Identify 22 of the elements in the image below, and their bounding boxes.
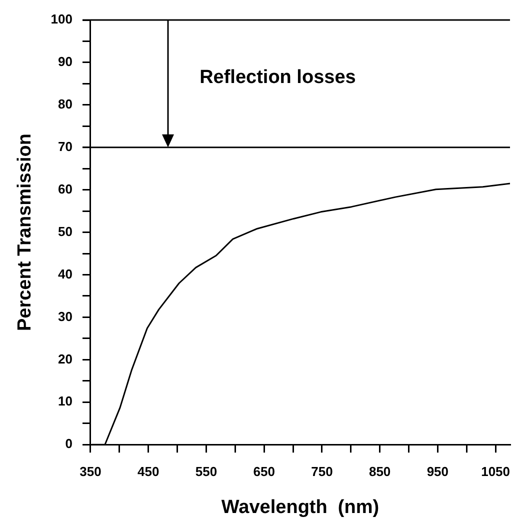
annotation: Reflection losses <box>200 66 356 89</box>
y-tick-label: 60 <box>58 181 72 196</box>
x-tick-label: 350 <box>80 464 102 479</box>
y-tick-label: 90 <box>58 54 72 70</box>
y-axis-title: Percent Transmission <box>14 134 36 332</box>
x-tick-label: 650 <box>253 464 275 479</box>
y-tick-label: 80 <box>58 96 72 112</box>
x-tick-label: 550 <box>195 464 218 479</box>
y-tick-label: 10 <box>58 394 72 409</box>
y-tick-label: 20 <box>58 351 72 366</box>
y-tick-label: 100 <box>50 12 72 27</box>
x-tick-label: 950 <box>426 464 449 479</box>
y-tick-label: 50 <box>58 224 72 239</box>
x-tick-label: 450 <box>138 464 160 479</box>
x-tick-label: 850 <box>368 464 391 479</box>
y-tick-label: 0 <box>65 436 72 452</box>
x-axis-title: Wavelength (nm) <box>221 496 380 518</box>
x-tick-label: 750 <box>311 464 333 479</box>
y-tick-label: 70 <box>58 138 72 154</box>
y-tick-label: 40 <box>58 266 72 282</box>
y-tick-label: 30 <box>58 308 72 324</box>
x-tick-label: 1050 <box>481 464 510 479</box>
